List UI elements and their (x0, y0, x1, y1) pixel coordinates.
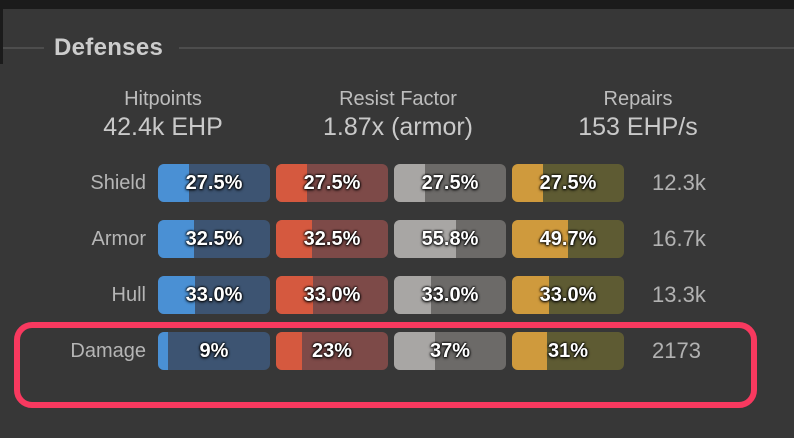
em-resist-bar: 27.5% (158, 164, 270, 202)
explosive-resist-fill (512, 332, 547, 370)
explosive-resist-bar: 33.0% (512, 276, 624, 314)
row-label: Shield (90, 171, 146, 194)
hitpoints-label: Hitpoints (124, 88, 202, 110)
resist-percent: 55.8% (421, 227, 479, 250)
resist-percent: 33.0% (303, 283, 361, 306)
em-resist-fill (158, 164, 189, 202)
thermal-resist-fill (276, 332, 302, 370)
thermal-resist-bar: 27.5% (276, 164, 388, 202)
thermal-resist-fill (276, 164, 307, 202)
resist-factor-value: 1.87x (armor) (322, 113, 474, 141)
defenses-section-header: Defenses (0, 0, 794, 63)
row-label: Hull (111, 283, 146, 306)
row-value: 16.7k (652, 226, 706, 251)
resist-percent: 37% (429, 339, 471, 362)
thermal-resist-bar: 23% (276, 332, 388, 370)
resist-percent: 32.5% (303, 227, 361, 250)
resist-percent: 9% (199, 339, 229, 362)
divider-line-right (179, 47, 794, 49)
explosive-resist-fill (512, 164, 543, 202)
em-resist-fill (158, 220, 195, 258)
explosive-resist-fill (512, 276, 549, 314)
explosive-resist-bar: 27.5% (512, 164, 624, 202)
explosive-resist-bar: 31% (512, 332, 624, 370)
table-row: Shield 27.5% 27.5% 27.5% 27.5% 12.3k (0, 164, 794, 202)
row-label: Armor (91, 227, 146, 250)
resist-factor-label: Resist Factor (339, 88, 457, 110)
defense-summary-row: Hitpoints 42.4k EHP Resist Factor 1.87x … (48, 86, 794, 142)
em-resist-fill (158, 332, 169, 370)
resist-percent: 23% (311, 339, 353, 362)
row-value: 12.3k (652, 170, 706, 195)
thermal-resist-bar: 32.5% (276, 220, 388, 258)
divider-line-left (0, 47, 44, 49)
resist-percent: 33.0% (539, 283, 597, 306)
thermal-resist-fill (276, 276, 313, 314)
repairs-value: 153 EHP/s (578, 113, 698, 141)
kinetic-resist-fill (394, 164, 425, 202)
table-row: Armor 32.5% 32.5% 55.8% 49.7% 16.7k (0, 220, 794, 258)
kinetic-resist-bar: 55.8% (394, 220, 506, 258)
table-row: Hull 33.0% 33.0% 33.0% 33.0% 13.3k (0, 276, 794, 314)
resist-factor-summary: Resist Factor 1.87x (armor) (278, 86, 518, 142)
resist-table: Shield 27.5% 27.5% 27.5% 27.5% 12.3k Armor 32.5… (0, 164, 794, 370)
row-label: Damage (70, 339, 146, 362)
kinetic-resist-bar: 37% (394, 332, 506, 370)
page-title: Defenses (54, 34, 164, 61)
hitpoints-value: 42.4k EHP (103, 113, 223, 141)
resist-percent: 27.5% (421, 171, 479, 194)
window-top-edge (0, 0, 794, 9)
resist-percent: 31% (547, 339, 589, 362)
thermal-resist-fill (276, 220, 313, 258)
resist-percent: 27.5% (303, 171, 361, 194)
thermal-resist-bar: 33.0% (276, 276, 388, 314)
resist-percent: 27.5% (185, 171, 243, 194)
explosive-resist-fill (512, 220, 568, 258)
em-resist-bar: 32.5% (158, 220, 270, 258)
em-resist-bar: 33.0% (158, 276, 270, 314)
em-resist-fill (158, 276, 195, 314)
hitpoints-summary: Hitpoints 42.4k EHP (48, 86, 278, 142)
resist-percent: 49.7% (539, 227, 597, 250)
explosive-resist-bar: 49.7% (512, 220, 624, 258)
kinetic-resist-fill (394, 332, 436, 370)
kinetic-resist-fill (394, 220, 457, 258)
resist-percent: 27.5% (539, 171, 597, 194)
resist-percent: 33.0% (185, 283, 243, 306)
kinetic-resist-fill (394, 276, 431, 314)
table-row: Damage 9% 23% 37% 31% 2173 (0, 332, 794, 370)
em-resist-bar: 9% (158, 332, 270, 370)
repairs-label: Repairs (603, 88, 673, 110)
row-value: 13.3k (652, 282, 706, 307)
repairs-summary: Repairs 153 EHP/s (518, 86, 758, 142)
kinetic-resist-bar: 27.5% (394, 164, 506, 202)
window-left-edge (0, 0, 3, 64)
resist-percent: 33.0% (421, 283, 479, 306)
kinetic-resist-bar: 33.0% (394, 276, 506, 314)
row-value: 2173 (652, 338, 701, 363)
resist-percent: 32.5% (185, 227, 243, 250)
